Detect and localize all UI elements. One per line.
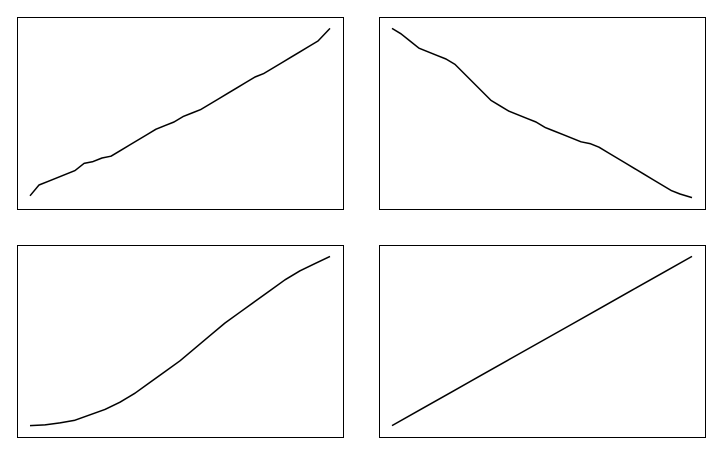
series-line [391,255,693,427]
plot-frame [17,245,344,438]
series-line [391,27,693,199]
chart-panel-top-left [17,17,344,210]
chart-panel-bottom-right [379,245,706,438]
chart-panel-top-right [379,17,706,210]
chart-panel-bottom-left [17,245,344,438]
series-line [29,27,331,197]
plot-frame [379,17,706,210]
plot-frame [17,17,344,210]
plot-frame [379,245,706,438]
series-line [29,255,331,427]
